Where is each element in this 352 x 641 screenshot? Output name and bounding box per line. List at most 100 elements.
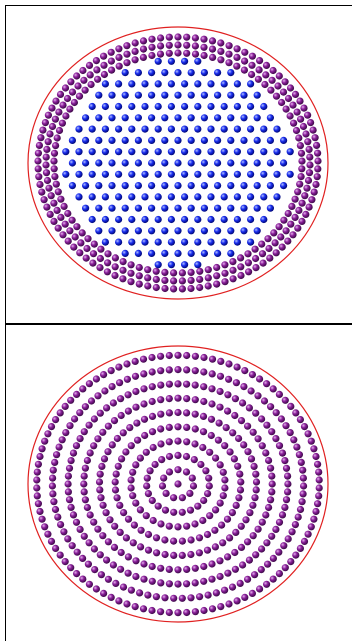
particle (140, 400, 148, 408)
particle (116, 528, 124, 537)
particle (96, 486, 104, 494)
particle (85, 380, 93, 388)
particle (148, 353, 156, 362)
particle (89, 250, 98, 258)
particle (181, 193, 189, 201)
particle (174, 41, 182, 49)
particle (225, 59, 233, 67)
particle (56, 409, 64, 417)
particle (225, 360, 233, 368)
particle (282, 227, 290, 235)
particle (260, 193, 268, 201)
particle (187, 594, 195, 602)
particle (227, 204, 235, 212)
particle (181, 148, 189, 156)
particle (312, 452, 320, 461)
particle (135, 272, 143, 280)
particle (108, 182, 116, 190)
particle (205, 482, 213, 490)
particle (152, 275, 160, 283)
particle (275, 570, 283, 578)
particle (298, 199, 306, 207)
particle (148, 428, 157, 436)
particle (117, 548, 125, 557)
particle (134, 91, 142, 99)
particle (127, 484, 135, 492)
particle (52, 142, 60, 150)
particle (250, 462, 258, 470)
particle (249, 428, 257, 436)
particle (132, 461, 140, 469)
particle (220, 80, 228, 88)
particle (54, 188, 62, 196)
particle (88, 148, 96, 156)
particle (98, 462, 106, 470)
particle (248, 70, 256, 79)
particle (94, 435, 102, 443)
particle (224, 569, 232, 577)
particle (181, 261, 189, 269)
particle (152, 534, 161, 542)
particle (247, 170, 255, 178)
particle (207, 193, 215, 201)
particle (253, 204, 261, 212)
particle (237, 417, 246, 425)
top-boundary (27, 26, 329, 300)
particle (200, 577, 208, 585)
particle (268, 532, 276, 540)
particle (178, 269, 186, 277)
particle (51, 458, 59, 466)
particle (233, 45, 241, 53)
particle (233, 193, 241, 201)
particle (49, 474, 57, 482)
particle (221, 261, 229, 269)
particle (183, 409, 191, 417)
particle (104, 259, 112, 267)
particle (213, 263, 221, 272)
particle (200, 496, 208, 505)
particle (207, 170, 215, 178)
particle (124, 391, 132, 399)
particle (281, 457, 289, 465)
particle (50, 498, 58, 506)
particle (187, 136, 195, 144)
particle (100, 70, 108, 79)
particle (199, 428, 208, 436)
particle (170, 285, 178, 293)
particle (167, 238, 175, 246)
particle (174, 451, 182, 459)
particle (47, 537, 56, 546)
particle (45, 184, 53, 192)
particle (82, 159, 90, 167)
particle (275, 72, 283, 80)
particle (277, 233, 285, 241)
particle (280, 542, 288, 550)
particle (240, 91, 248, 99)
particle (66, 422, 74, 430)
particle (165, 580, 173, 588)
particle (268, 488, 276, 496)
particle (149, 443, 157, 452)
particle (143, 474, 151, 482)
particle (216, 499, 224, 507)
particle (68, 159, 76, 167)
particle (161, 536, 169, 544)
particle (128, 193, 136, 201)
particle (77, 239, 85, 247)
particle (207, 215, 215, 224)
particle (47, 192, 55, 200)
particle (174, 366, 182, 374)
particle (240, 441, 248, 449)
particle (206, 448, 214, 456)
particle (228, 508, 236, 517)
particle (174, 423, 182, 431)
particle (124, 553, 132, 561)
particle (88, 170, 96, 178)
particle (35, 173, 43, 181)
particle (200, 204, 208, 212)
particle (118, 455, 126, 463)
particle (295, 134, 303, 142)
particle (161, 249, 169, 257)
particle (131, 56, 139, 64)
particle (167, 148, 175, 156)
